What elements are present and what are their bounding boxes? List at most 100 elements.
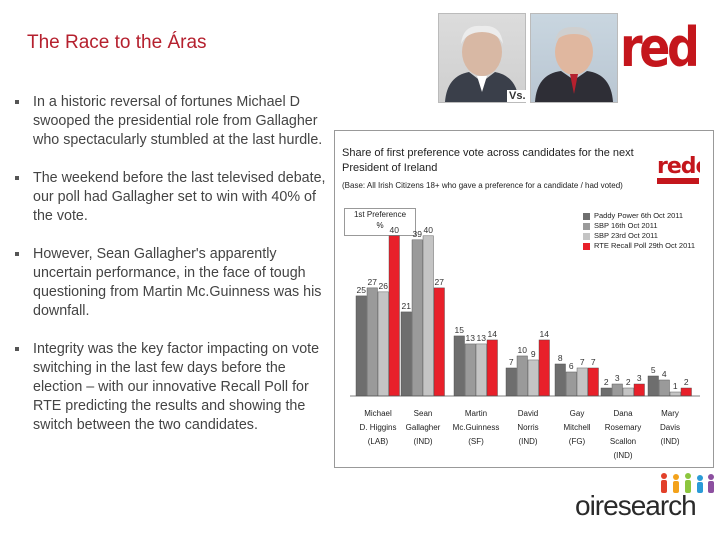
bar <box>453 335 465 397</box>
category-label: Martin <box>465 409 487 418</box>
legend-item: Paddy Power 6th Oct 2011 <box>583 211 695 221</box>
category-label: Rosemary <box>605 423 641 432</box>
redc-small-logo-bar <box>657 178 699 184</box>
bullet-item: In a historic reversal of fortunes Micha… <box>14 93 326 150</box>
data-label: 1 <box>673 381 678 391</box>
bar <box>538 339 550 397</box>
data-label: 27 <box>435 277 445 287</box>
legend-item: SBP 16th Oct 2011 <box>583 221 695 231</box>
data-label: 40 <box>424 225 434 235</box>
bar <box>366 287 378 397</box>
chart-legend: Paddy Power 6th Oct 2011 SBP 16th Oct 20… <box>583 211 695 251</box>
category-label: Michael <box>364 409 392 418</box>
legend-label: Paddy Power 6th Oct 2011 <box>594 211 684 220</box>
data-label: 13 <box>466 333 476 343</box>
legend-swatch <box>583 232 590 240</box>
category-label: (IND) <box>518 437 537 446</box>
bullet-item: However, Sean Gallagher's apparently unc… <box>14 245 326 321</box>
bar <box>669 391 681 397</box>
bar <box>611 383 623 397</box>
category-label: Norris <box>517 423 538 432</box>
bar <box>554 363 566 397</box>
chart-base-note: (Base: All Irish Citizens 18+ who gave a… <box>342 181 623 190</box>
bar <box>355 295 367 397</box>
chart-panel <box>334 130 714 468</box>
data-label: 27 <box>368 277 378 287</box>
redc-small-logo-text: redc <box>657 154 700 179</box>
bar <box>505 367 517 397</box>
category-label: Mary <box>661 409 679 418</box>
data-label: 2 <box>626 377 631 387</box>
chart-title: Share of first preference vote across ca… <box>342 147 634 174</box>
candidate-photo-higgins <box>438 13 526 103</box>
bullet-list: In a historic reversal of fortunes Micha… <box>14 93 326 454</box>
data-label: 7 <box>591 357 596 367</box>
bullet-text: However, Sean Gallagher's apparently unc… <box>33 246 322 319</box>
data-label: 13 <box>477 333 487 343</box>
bar <box>633 383 645 397</box>
data-label: 25 <box>357 285 367 295</box>
category-label: (IND) <box>613 451 632 460</box>
bar <box>565 371 577 397</box>
data-label: 15 <box>455 325 465 335</box>
data-label: 40 <box>390 225 400 235</box>
slide-title: The Race to the Áras <box>27 32 207 53</box>
category-label: Mitchell <box>563 423 590 432</box>
bar <box>411 239 423 397</box>
category-label: (LAB) <box>368 437 389 446</box>
legend-swatch <box>583 222 590 230</box>
bar <box>587 367 599 397</box>
preference-box-line1: 1st Preference <box>353 210 407 219</box>
category-label: Gallagher <box>406 423 441 432</box>
redc-small-logo: redc <box>657 154 700 184</box>
bullet-text: Integrity was the key factor impacting o… <box>33 341 320 433</box>
category-label: Sean <box>414 409 433 418</box>
bar <box>647 375 659 397</box>
bullet-icon <box>15 100 19 104</box>
candidate-photo-gallagher <box>530 13 618 103</box>
bar <box>486 339 498 397</box>
legend-swatch <box>583 212 590 220</box>
bar <box>377 291 389 397</box>
oi-people-icon <box>661 473 714 493</box>
legend-swatch <box>583 242 590 250</box>
bar <box>422 235 434 397</box>
bar <box>516 355 528 397</box>
data-label: 4 <box>662 369 667 379</box>
category-label: Davis <box>660 423 680 432</box>
category-label: Dana <box>613 409 633 418</box>
data-label: 7 <box>509 357 514 367</box>
bar <box>388 235 400 397</box>
bullet-icon <box>15 347 19 351</box>
category-label: (FG) <box>569 437 586 446</box>
preference-box-line2: % <box>376 221 384 230</box>
bullet-icon <box>15 252 19 256</box>
bar <box>576 367 588 397</box>
category-label: Gay <box>570 409 585 418</box>
category-label: Scallon <box>610 437 636 446</box>
bar <box>680 387 692 397</box>
bar <box>400 311 412 397</box>
bar <box>433 287 445 397</box>
legend-label: RTE Recall Poll 29th Oct 2011 <box>594 241 696 250</box>
legend-label: SBP 23rd Oct 2011 <box>594 231 658 240</box>
bar <box>622 387 634 397</box>
data-label: 2 <box>684 377 689 387</box>
oiresearch-logo: oiresearch <box>575 490 697 521</box>
versus-label: Vs. <box>507 90 528 102</box>
legend-item: SBP 23rd Oct 2011 <box>583 231 695 241</box>
data-label: 39 <box>413 229 423 239</box>
legend-label: SBP 16th Oct 2011 <box>594 221 658 230</box>
category-label: David <box>518 409 538 418</box>
bullet-item: Integrity was the key factor impacting o… <box>14 340 326 435</box>
data-label: 14 <box>488 329 498 339</box>
bar <box>475 343 487 397</box>
bullet-item: The weekend before the last televised de… <box>14 169 326 226</box>
data-label: 8 <box>558 353 563 363</box>
preference-box: 1st Preference % <box>344 208 416 236</box>
data-label: 10 <box>518 345 528 355</box>
category-label: (IND) <box>413 437 432 446</box>
category-label: (SF) <box>468 437 484 446</box>
category-label: (IND) <box>660 437 679 446</box>
